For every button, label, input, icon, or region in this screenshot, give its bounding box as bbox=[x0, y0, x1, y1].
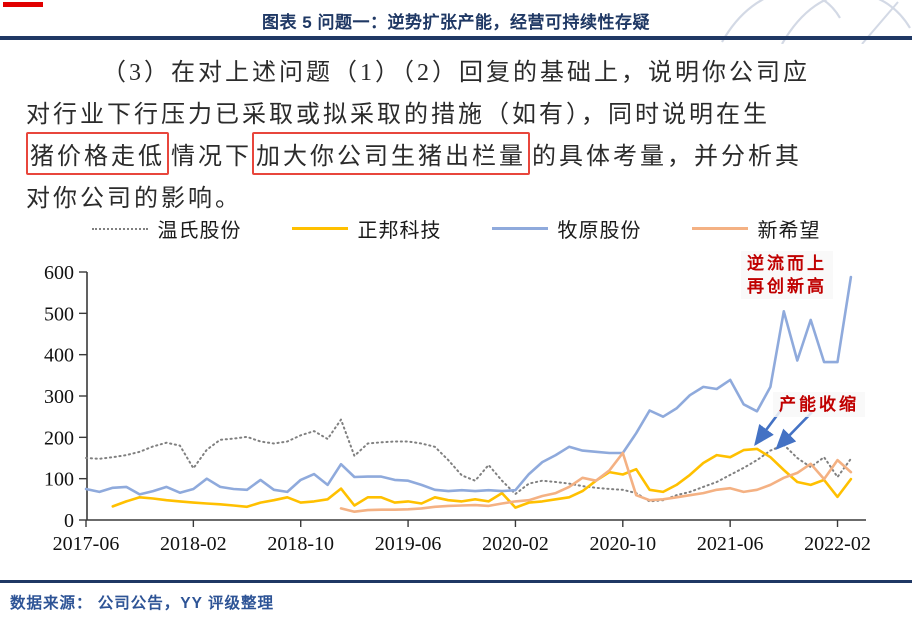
paragraph-line-3-mid: 情况下 bbox=[171, 143, 252, 170]
title-divider bbox=[0, 36, 912, 40]
svg-text:200: 200 bbox=[44, 427, 74, 449]
legend-label-0: 温氏股份 bbox=[157, 220, 242, 242]
svg-text:2020-02: 2020-02 bbox=[482, 533, 549, 555]
data-source-note: 数据来源： 公司公告，YY 评级整理 bbox=[10, 595, 275, 612]
legend-sample-1 bbox=[291, 227, 348, 230]
svg-text:100: 100 bbox=[44, 469, 74, 491]
legend-sample-3 bbox=[691, 227, 748, 230]
highlight-box-output-volume: 加大你公司生猪出栏量 bbox=[252, 131, 530, 175]
annotation-capacity-shrink: 产能收缩 bbox=[773, 392, 865, 417]
paragraph-line-3-tail: 的具体考量，并分析其 bbox=[532, 143, 802, 170]
annotation-new-high-line1: 逆流而上 bbox=[747, 254, 827, 273]
svg-text:300: 300 bbox=[44, 386, 74, 408]
paragraph-line-4: 对你公司的影响。 bbox=[26, 185, 242, 212]
chart-legend: 温氏股份 正邦科技 牧原股份 新希望 bbox=[0, 214, 912, 243]
paragraph-line-3: 猪价格走低 情况下 加大你公司生猪出栏量 的具体考量，并分析其 bbox=[26, 131, 886, 175]
annotation-new-high: 逆流而上 再创新高 bbox=[741, 251, 833, 299]
svg-text:2017-06: 2017-06 bbox=[53, 533, 120, 555]
legend-item-2: 牧原股份 bbox=[491, 214, 642, 243]
legend-item-3: 新希望 bbox=[691, 214, 821, 243]
legend-item-1: 正邦科技 bbox=[291, 214, 442, 243]
svg-text:400: 400 bbox=[44, 345, 74, 367]
question-paragraph: （3）在对上述问题（1）（2）回复的基础上，说明你公司应 对行业下行压力已采取或… bbox=[26, 48, 886, 216]
annotation-new-high-line2: 再创新高 bbox=[747, 277, 827, 296]
legend-label-3: 新希望 bbox=[757, 220, 821, 242]
svg-text:2020-10: 2020-10 bbox=[589, 533, 656, 555]
legend-item-0: 温氏股份 bbox=[91, 214, 242, 243]
capacity-chart: 0 100 200 300 400 500 600 2017-06 2018-02 2018-10… bbox=[44, 262, 871, 555]
series-line-牧原股份 bbox=[84, 275, 853, 496]
svg-text:2019-06: 2019-06 bbox=[375, 533, 442, 555]
legend-sample-2 bbox=[491, 227, 548, 230]
svg-text:2018-02: 2018-02 bbox=[160, 533, 227, 555]
legend-label-1: 正邦科技 bbox=[357, 220, 442, 242]
svg-text:2018-10: 2018-10 bbox=[267, 533, 334, 555]
series-line-温氏股份 bbox=[85, 418, 852, 503]
series-line-正邦科技 bbox=[111, 447, 853, 509]
footer-divider bbox=[0, 580, 912, 583]
svg-text:500: 500 bbox=[44, 303, 74, 325]
series-line-新希望 bbox=[339, 451, 853, 513]
svg-text:0: 0 bbox=[64, 510, 74, 532]
paragraph-line-2: 对行业下行压力已采取或拟采取的措施（如有），同时说明在生 bbox=[26, 101, 770, 128]
chart-title: 图表 5 问题一：逆势扩张产能，经营可持续性存疑 bbox=[262, 13, 650, 32]
svg-text:600: 600 bbox=[44, 262, 74, 284]
top-left-red-mark bbox=[3, 2, 43, 7]
legend-label-2: 牧原股份 bbox=[557, 220, 642, 242]
annotation-arrow-1 bbox=[775, 411, 813, 450]
paragraph-line-1: （3）在对上述问题（1）（2）回复的基础上，说明你公司应 bbox=[102, 59, 810, 86]
legend-sample-0 bbox=[91, 227, 148, 230]
svg-text:2021-06: 2021-06 bbox=[697, 533, 764, 555]
svg-text:2022-02: 2022-02 bbox=[804, 533, 871, 555]
highlight-box-pig-price: 猪价格走低 bbox=[26, 131, 169, 175]
